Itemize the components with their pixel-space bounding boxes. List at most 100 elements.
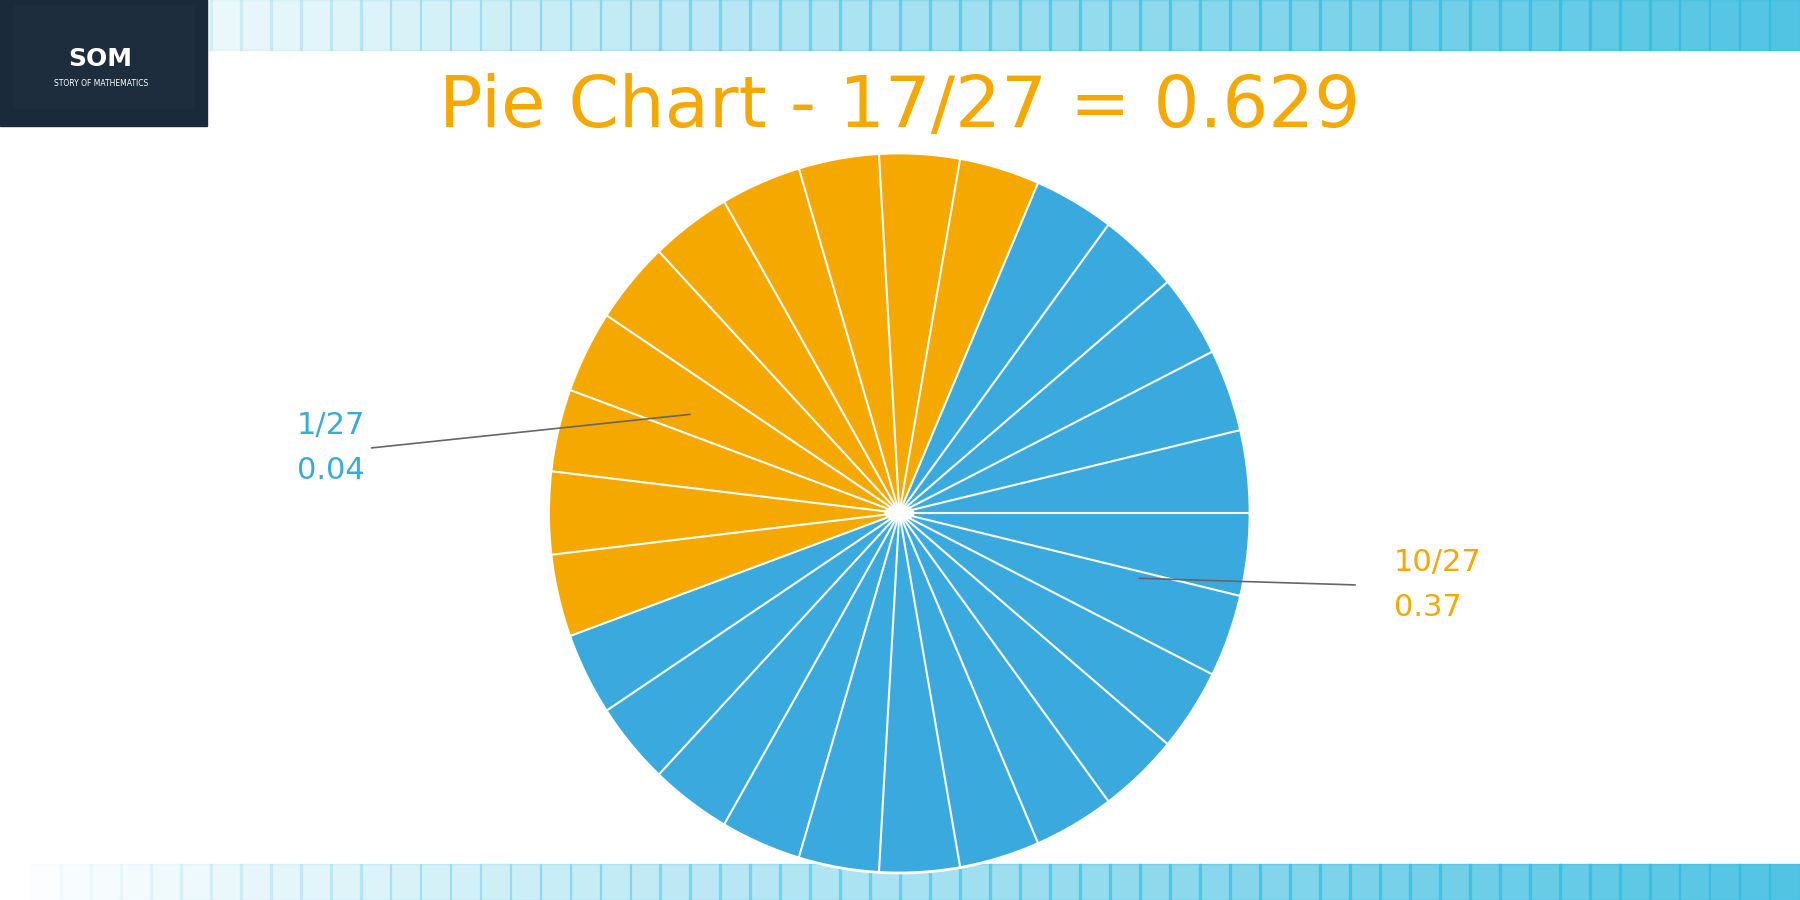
Bar [779, 0, 812, 50]
Text: SOM: SOM [68, 47, 133, 70]
Bar [419, 864, 452, 900]
Bar [1049, 0, 1082, 50]
Bar [1289, 864, 1321, 900]
Text: 0.04: 0.04 [297, 456, 365, 485]
Bar [121, 864, 151, 900]
Polygon shape [724, 168, 900, 513]
Bar [0, 0, 32, 50]
Bar [1229, 0, 1260, 50]
Bar [180, 0, 212, 50]
Polygon shape [571, 513, 900, 711]
Bar [31, 864, 61, 900]
Polygon shape [607, 513, 900, 775]
Bar [509, 864, 542, 900]
Bar [929, 864, 961, 900]
Bar [479, 0, 511, 50]
Bar [211, 864, 241, 900]
Bar [360, 0, 391, 50]
Text: 1/27: 1/27 [297, 411, 365, 440]
Bar [329, 864, 362, 900]
Bar [1409, 0, 1440, 50]
Bar [270, 0, 302, 50]
Polygon shape [900, 183, 1109, 513]
Polygon shape [900, 513, 1039, 868]
Bar [1469, 0, 1501, 50]
Bar [59, 0, 92, 50]
Text: 10/27: 10/27 [1393, 548, 1481, 577]
Bar [1289, 0, 1321, 50]
Bar [239, 864, 272, 900]
Polygon shape [607, 251, 900, 513]
Polygon shape [900, 513, 1249, 596]
Bar [1769, 864, 1800, 900]
Polygon shape [878, 513, 959, 873]
Bar [990, 864, 1021, 900]
Bar [1319, 0, 1350, 50]
Polygon shape [900, 513, 1168, 802]
Bar [1499, 864, 1530, 900]
Bar [1469, 864, 1501, 900]
Bar [1589, 0, 1620, 50]
Bar [810, 0, 841, 50]
Bar [1019, 0, 1051, 50]
Bar [630, 0, 661, 50]
Bar [540, 0, 571, 50]
Bar [1618, 0, 1651, 50]
Text: STORY OF MATHEMATICS: STORY OF MATHEMATICS [54, 79, 148, 88]
Bar [0, 864, 32, 900]
Bar [389, 0, 421, 50]
Bar [599, 864, 632, 900]
Bar [749, 864, 781, 900]
Bar [569, 864, 601, 900]
Bar [869, 864, 902, 900]
Polygon shape [14, 4, 194, 108]
Bar [450, 0, 481, 50]
Text: 0.37: 0.37 [1393, 593, 1462, 622]
Bar [1438, 0, 1471, 50]
Bar [1139, 0, 1170, 50]
Polygon shape [900, 351, 1240, 513]
Bar [1679, 0, 1710, 50]
Polygon shape [0, 0, 207, 126]
Bar [959, 864, 992, 900]
Bar [360, 864, 391, 900]
Bar [869, 0, 902, 50]
Text: Pie Chart - 17/27 = 0.629: Pie Chart - 17/27 = 0.629 [439, 74, 1361, 142]
Polygon shape [551, 513, 900, 636]
Bar [479, 864, 511, 900]
Bar [900, 0, 931, 50]
Bar [1438, 864, 1471, 900]
Bar [180, 864, 212, 900]
Bar [1019, 864, 1051, 900]
Polygon shape [900, 513, 1109, 843]
Bar [900, 864, 931, 900]
Bar [1618, 864, 1651, 900]
Bar [659, 0, 691, 50]
Polygon shape [900, 430, 1249, 513]
Bar [301, 864, 331, 900]
Bar [720, 0, 751, 50]
Bar [720, 864, 751, 900]
Bar [1559, 0, 1591, 50]
Bar [1258, 864, 1291, 900]
Bar [540, 864, 571, 900]
Bar [1109, 864, 1141, 900]
Bar [329, 0, 362, 50]
Bar [1199, 864, 1231, 900]
Polygon shape [799, 513, 900, 872]
Bar [689, 0, 722, 50]
Bar [1379, 864, 1411, 900]
Bar [1168, 864, 1201, 900]
Bar [1080, 0, 1111, 50]
Bar [1499, 0, 1530, 50]
Bar [749, 0, 781, 50]
Bar [1559, 864, 1591, 900]
Bar [959, 0, 992, 50]
Polygon shape [551, 390, 900, 513]
Bar [1589, 864, 1620, 900]
Polygon shape [900, 282, 1213, 513]
Bar [301, 0, 331, 50]
Bar [90, 0, 122, 50]
Bar [211, 0, 241, 50]
Polygon shape [900, 158, 1039, 513]
